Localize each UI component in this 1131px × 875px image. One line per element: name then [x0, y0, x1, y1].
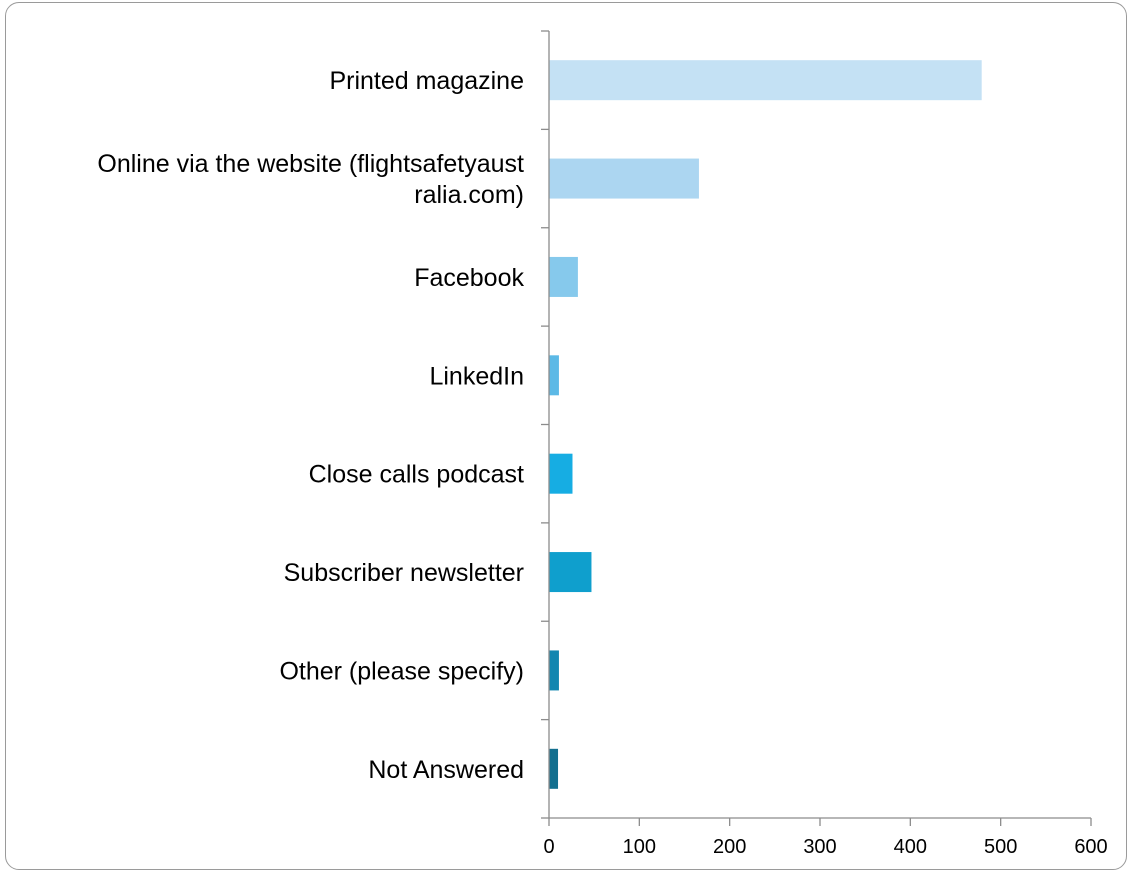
category-label-not-answered: Not Answered	[368, 756, 524, 784]
axis-layer	[541, 30, 1092, 826]
x-tick-label: 100	[623, 836, 656, 858]
category-label-online-via-the-website-flightsafetyaustralia-com: Online via the website (flightsafetyaust…	[97, 150, 524, 209]
x-tick-label: 500	[984, 836, 1017, 858]
bars-layer	[549, 60, 982, 789]
bar-subscriber-newsletter	[549, 552, 592, 593]
bar-facebook	[549, 256, 578, 297]
bar-printed-magazine	[549, 60, 982, 101]
labels-layer: Printed magazine Online via the website (…	[97, 67, 1107, 858]
category-label-printed-magazine: Printed magazine	[329, 67, 524, 95]
x-tick-label: 200	[713, 836, 746, 858]
category-label-linkedin: LinkedIn	[429, 362, 524, 390]
x-tick-label: 0	[543, 836, 554, 858]
bar-close-calls-podcast	[549, 453, 573, 494]
bar-linkedin	[549, 355, 559, 396]
x-tick-label: 600	[1074, 836, 1107, 858]
bar-online-via-the-website-flightsafetyaustralia-com	[549, 158, 699, 199]
chart-frame	[5, 2, 1127, 870]
bar-not-answered	[549, 748, 559, 789]
bar-other-please-specify	[549, 650, 559, 691]
category-label-subscriber-newsletter: Subscriber newsletter	[284, 559, 524, 587]
x-tick-label: 400	[894, 836, 927, 858]
category-label-close-calls-podcast: Close calls podcast	[309, 461, 524, 489]
category-label-other-please-specify: Other (please specify)	[279, 657, 524, 685]
x-tick-label: 300	[803, 836, 836, 858]
category-label-facebook: Facebook	[414, 264, 524, 292]
